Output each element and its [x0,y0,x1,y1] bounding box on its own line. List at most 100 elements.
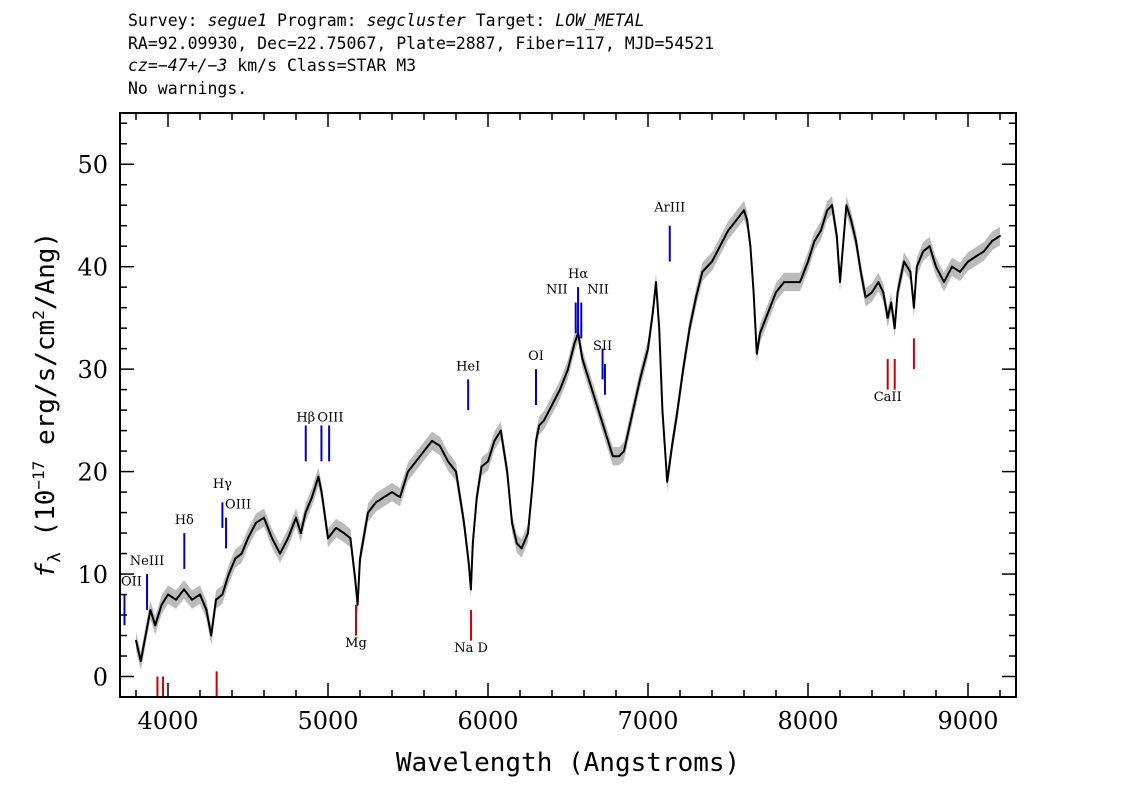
survey-value: segue1 [207,11,268,30]
spectrum-point [511,521,513,524]
spectrum-point [759,332,761,335]
spectrum-point [909,270,912,273]
y-axis-unit-start: (10 [31,490,61,553]
spectrum-point [551,404,553,406]
spectrum-point [183,588,185,591]
emission-line-markers [123,225,915,697]
spectrum-point [755,352,758,355]
spectrum-point [749,245,752,248]
x-tick-label: 5000 [297,707,358,735]
spectrum-point [882,291,885,294]
spectrum-point [661,409,664,412]
spectrum-point [943,281,945,283]
spectrum-point [391,491,393,493]
spectrum-point [471,542,474,545]
spectrum-point [735,219,737,222]
spectrum-point [783,281,785,283]
spectrum-point [356,603,359,606]
y-tick-label: 0 [93,664,108,692]
spectrum-point [263,516,265,519]
spectrum-point [991,240,993,242]
header-coordinates-line: RA=92.09930, Dec=22.75067, Plate=2887, F… [128,33,715,53]
spectrum-point [922,250,925,253]
y-tick-label: 40 [77,254,108,282]
line-label: HeI [456,359,480,374]
spectrum-point [746,219,749,222]
spectrum-point [915,265,918,268]
y-axis-unit-mid: erg/s/cm [31,320,61,461]
program-value: segcluster [366,11,466,30]
spectrum-point [383,496,385,499]
spectrum-point [543,419,545,422]
spectrum-point [320,491,323,493]
spectrum-point [160,603,163,606]
spectrum-point [711,260,713,263]
spectrum-point [767,311,769,314]
spectrum-point [475,496,478,499]
line-label: Na D [454,641,488,656]
line-label: NeIII [130,554,164,569]
spectrum-point [469,588,472,591]
spectrum-point [487,460,489,463]
plot-frame [119,112,1017,698]
line-label: OIII [317,410,343,425]
spectrum-point [535,439,537,442]
spectrum-point [592,393,595,396]
spectrum-point [658,327,661,330]
spectrum-point [167,593,169,596]
spectrum-point [951,265,953,268]
spectrum-point [343,532,345,534]
class-text: km/s Class=STAR M3 [227,56,417,75]
spectrum-point [586,373,589,376]
spectrum-point [826,209,829,212]
spectrum-point [271,537,273,540]
spectrum-point [791,281,793,283]
spectrum-point [845,204,848,207]
spectrum-point [234,557,237,560]
target-label: Target: [465,11,556,30]
spectrum-point [227,573,230,575]
spectrum-point [618,455,621,458]
spectrum-point [807,260,809,263]
spectrum-point [135,639,137,642]
spectrum-point [967,260,969,263]
spectrum-point [671,445,673,447]
spectrum-point [221,593,224,596]
spectrum-point [407,470,409,473]
spectrum-point [423,450,425,453]
spectrum-point [527,532,529,534]
spectrum-point [455,470,457,473]
y-axis-exponent-2: 2 [29,310,48,320]
line-label: OII [121,574,142,589]
spectrum-point [515,542,518,545]
cz-value: −47+/−3 [157,56,228,75]
spectrum-point [864,296,867,299]
spectrum-point [311,496,313,499]
x-tick-label: 6000 [457,707,518,735]
spectrum-point [559,388,561,391]
spectrum-point [335,527,337,529]
spectrum-point [506,470,509,473]
spectrum-point [299,532,302,534]
spectrum-point [149,609,152,611]
spectrum-point [890,301,893,304]
spectrum-point [317,475,320,478]
spectrum-point [175,598,177,601]
spectrum-point [375,501,377,504]
y-axis-exponent: −17 [29,461,48,490]
header-redshift-line: cz=−47+/−3 km/s Class=STAR M3 [128,55,714,78]
spectrum-point [467,562,470,565]
spectrum-point [775,291,777,294]
spectrum-point [752,291,755,294]
spectrum-point [531,480,534,483]
spectrum-point [199,593,201,596]
spectrum-point [599,414,601,417]
spectrum-point [655,281,657,283]
spectrum-point [538,424,541,427]
y-axis-symbol: f [31,562,61,578]
spectrum-point [631,414,633,417]
spectrum-point [831,204,833,207]
spectrum-point [666,480,669,483]
line-label: Hα [568,267,588,282]
spectrum-point [215,598,217,601]
